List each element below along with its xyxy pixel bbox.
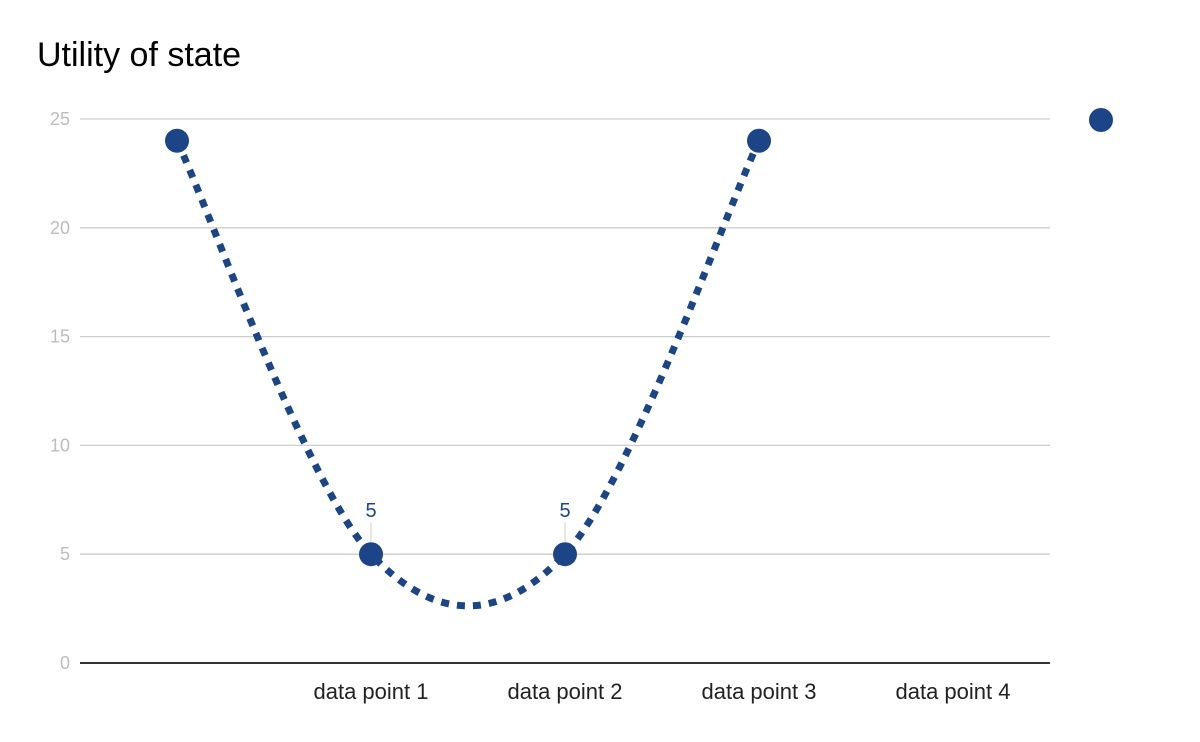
x-tick-label: data point 4 — [896, 679, 1011, 704]
series-points — [165, 128, 771, 567]
data-point[interactable] — [553, 542, 577, 567]
x-tick-label: data point 1 — [314, 679, 429, 704]
data-label: 5 — [365, 500, 376, 522]
x-tick-label: data point 2 — [508, 679, 623, 704]
data-label: 5 — [559, 500, 570, 522]
series-line — [173, 139, 763, 610]
legend-marker — [1089, 108, 1113, 132]
y-tick-label: 10 — [50, 435, 70, 455]
y-tick-label: 0 — [60, 653, 70, 673]
series-lines — [173, 139, 763, 610]
data-point[interactable] — [165, 128, 189, 153]
data-point[interactable] — [359, 542, 383, 567]
legend — [1089, 108, 1113, 132]
chart-title: Utility of state — [37, 36, 242, 74]
y-axis-ticks: 0 5 10 15 20 25 — [50, 109, 70, 673]
y-tick-label: 15 — [50, 327, 70, 347]
x-tick-label: data point 3 — [702, 679, 817, 704]
x-axis-labels: data point 1 data point 2 data point 3 data… — [314, 679, 1011, 704]
y-tick-label: 25 — [50, 109, 70, 129]
data-point[interactable] — [747, 128, 771, 153]
y-tick-label: 5 — [60, 544, 70, 564]
y-tick-label: 20 — [50, 218, 70, 238]
gridlines — [80, 118, 1050, 664]
